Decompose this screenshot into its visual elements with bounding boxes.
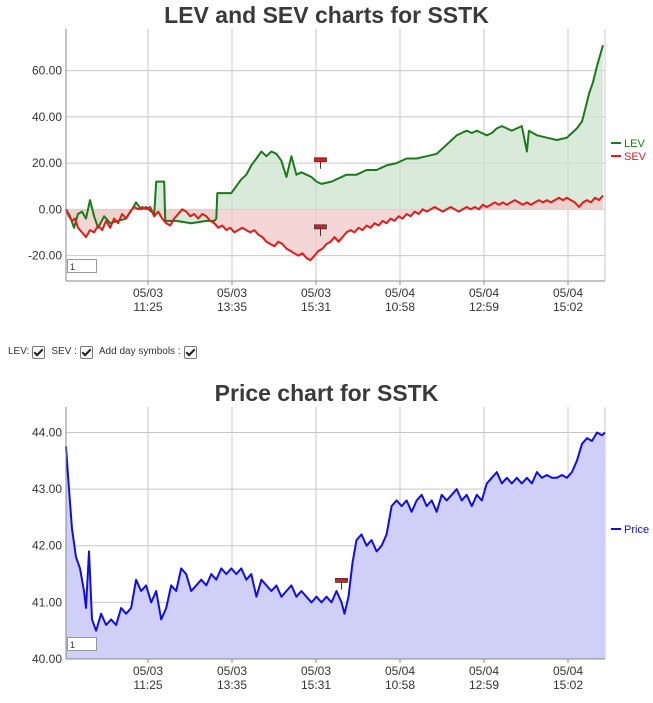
x-tick-time: 12:59 bbox=[469, 300, 499, 314]
lev-area-fill bbox=[66, 45, 603, 228]
y-tick-label: 43.00 bbox=[32, 482, 62, 496]
x-tick-date: 05/04 bbox=[469, 286, 499, 300]
lev-sev-plot[interactable]: 60.0040.0020.000.00-20.0005/0311:2505/03… bbox=[0, 0, 653, 320]
price-series-line[interactable] bbox=[65, 431, 606, 632]
y-tick-label: 0.00 bbox=[39, 202, 63, 216]
lev-sev-chart: LEV and SEV charts for SSTK 60.00 40.00 20… bbox=[0, 0, 653, 320]
x-tick-date: 05/03 bbox=[301, 286, 331, 300]
sev-checkbox[interactable] bbox=[79, 346, 93, 359]
y-tick-label: 40.00 bbox=[32, 110, 62, 124]
price-area-fill bbox=[66, 432, 605, 659]
lev-toggle-label: LEV: bbox=[8, 346, 30, 357]
legend-label[interactable]: LEV bbox=[624, 138, 645, 150]
sev-toggle-label: SEV : bbox=[51, 346, 77, 357]
x-tick-time: 11:25 bbox=[133, 678, 162, 692]
lev-zoom-input[interactable]: 1 bbox=[67, 259, 97, 273]
sev-area-fill bbox=[66, 195, 603, 261]
x-tick-date: 05/04 bbox=[553, 664, 583, 678]
legend-label[interactable]: Price bbox=[624, 524, 649, 536]
x-tick-time: 10:58 bbox=[385, 300, 415, 314]
price-chart: Price chart for SSTK 44.00 43.00 42.00 41.0… bbox=[0, 378, 653, 703]
x-tick-date: 05/04 bbox=[385, 664, 415, 678]
x-tick-time: 15:31 bbox=[301, 300, 331, 314]
x-tick-date: 05/03 bbox=[133, 664, 163, 678]
price-chart-title: Price chart for SSTK bbox=[214, 380, 439, 406]
day-symbols-label: Add day symbols : bbox=[98, 346, 181, 357]
day-symbol-marker[interactable] bbox=[314, 224, 327, 230]
x-tick-date: 05/04 bbox=[385, 286, 415, 300]
x-tick-time: 15:02 bbox=[553, 300, 583, 314]
x-tick-time: 11:25 bbox=[133, 300, 162, 314]
x-tick-time: 12:59 bbox=[469, 678, 499, 692]
legend-label[interactable]: SEV bbox=[624, 151, 647, 163]
day-symbol-marker[interactable] bbox=[335, 578, 348, 583]
day-symbols-checkbox[interactable] bbox=[183, 346, 197, 359]
x-tick-time: 13:35 bbox=[217, 300, 247, 314]
day-symbol-marker[interactable] bbox=[314, 157, 327, 163]
x-tick-date: 05/03 bbox=[217, 664, 247, 678]
lev-checkbox[interactable] bbox=[32, 346, 46, 359]
sev-series-line[interactable] bbox=[65, 194, 604, 262]
chart-controls: LEV: SEV : Add day symbols : bbox=[8, 345, 200, 359]
x-tick-time: 15:31 bbox=[301, 678, 331, 692]
x-tick-date: 05/03 bbox=[217, 286, 247, 300]
y-tick-label: 41.00 bbox=[32, 595, 62, 609]
lev-chart-title: LEV and SEV charts for SSTK bbox=[164, 2, 489, 28]
y-tick-label: -20.00 bbox=[28, 249, 62, 263]
x-tick-date: 05/04 bbox=[469, 664, 499, 678]
price-plot[interactable]: 44.0043.0042.0041.0040.0005/0311:2505/03… bbox=[0, 378, 653, 703]
x-tick-time: 10:58 bbox=[385, 678, 415, 692]
y-tick-label: 40.00 bbox=[32, 652, 62, 666]
y-tick-label: 20.00 bbox=[32, 156, 62, 170]
price-zoom-input[interactable]: 1 bbox=[67, 637, 97, 651]
y-tick-label: 44.00 bbox=[32, 425, 62, 439]
x-tick-time: 13:35 bbox=[217, 678, 247, 692]
x-tick-date: 05/04 bbox=[553, 286, 583, 300]
x-tick-date: 05/03 bbox=[133, 286, 163, 300]
x-tick-date: 05/03 bbox=[301, 664, 331, 678]
y-tick-label: 60.00 bbox=[32, 64, 62, 78]
y-tick-label: 42.00 bbox=[32, 539, 62, 553]
lev-series-line[interactable] bbox=[65, 44, 604, 229]
x-tick-time: 15:02 bbox=[553, 678, 583, 692]
